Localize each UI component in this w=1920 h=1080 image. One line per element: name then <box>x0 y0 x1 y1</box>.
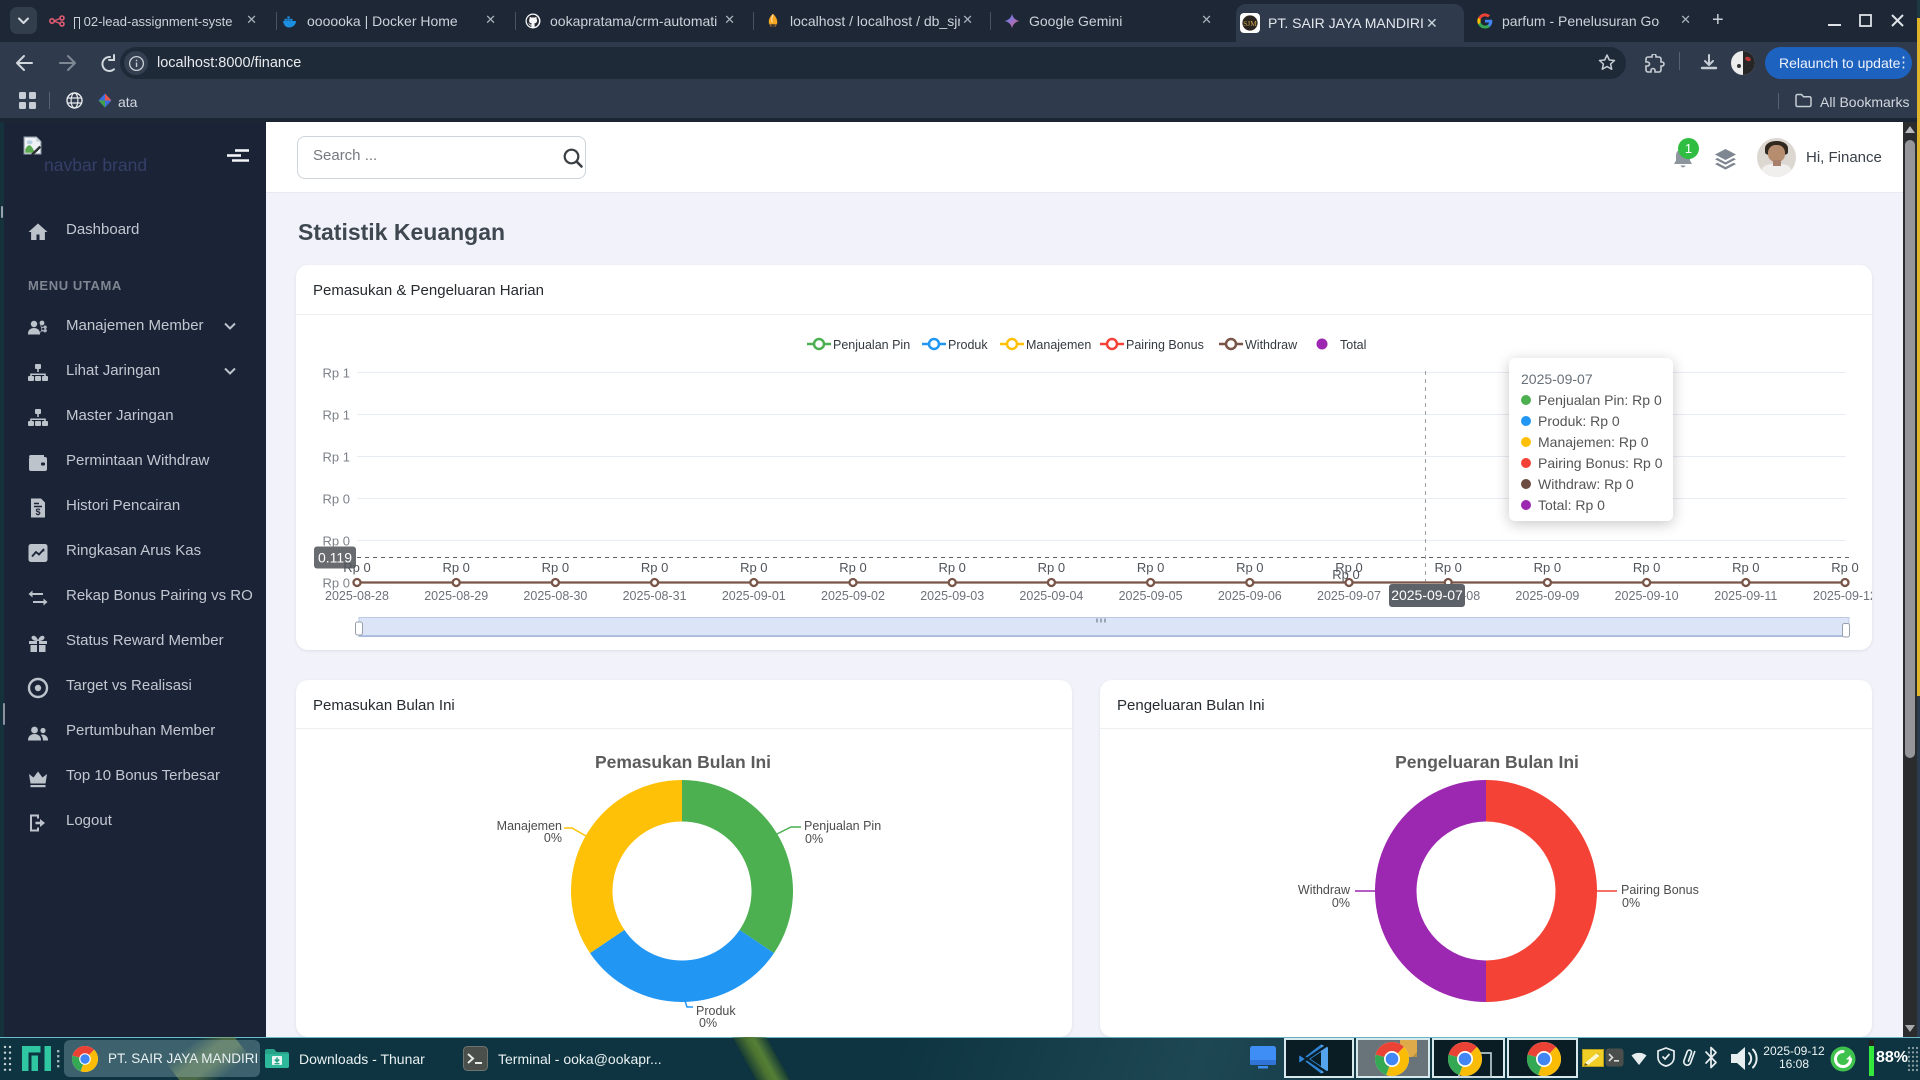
svg-text:Produk: Produk <box>948 338 988 352</box>
svg-text:2025-09-07: 2025-09-07 <box>1391 587 1463 603</box>
svg-text:2025-09-05: 2025-09-05 <box>1119 589 1183 603</box>
svg-text:Manajemen: Manajemen <box>497 819 562 833</box>
svg-text:Manajemen: Manajemen <box>1026 338 1091 352</box>
svg-text:Total: Total <box>1340 338 1366 352</box>
svg-text:Penjualan Pin: Penjualan Pin <box>833 338 910 352</box>
svg-text:Pemasukan Bulan Ini: Pemasukan Bulan Ini <box>595 752 771 772</box>
svg-text:Produk: Produk <box>696 1004 736 1018</box>
svg-text:2025-09-03: 2025-09-03 <box>920 589 984 603</box>
svg-text:Rp 0: Rp 0 <box>1236 560 1263 575</box>
svg-text:0%: 0% <box>805 832 823 846</box>
svg-text:2025-08-29: 2025-08-29 <box>424 589 488 603</box>
svg-text:Rp 1: Rp 1 <box>323 366 350 381</box>
svg-text:Penjualan Pin: Penjualan Pin <box>804 819 881 833</box>
svg-text:Pairing Bonus: Pairing Bonus <box>1621 883 1699 897</box>
svg-text:0%: 0% <box>1622 896 1640 910</box>
svg-text:2025-08-30: 2025-08-30 <box>523 589 587 603</box>
svg-text:2025-09-02: 2025-09-02 <box>821 589 885 603</box>
svg-text:2025-09-06: 2025-09-06 <box>1218 589 1282 603</box>
svg-text:Rp 0: Rp 0 <box>323 492 350 507</box>
svg-text:Rp 0: Rp 0 <box>542 560 569 575</box>
svg-text:Rp 0: Rp 0 <box>1831 560 1858 575</box>
svg-text:0%: 0% <box>699 1016 717 1030</box>
svg-text:Rp 0: Rp 0 <box>740 560 767 575</box>
svg-text:Rp 0: Rp 0 <box>1332 567 1359 582</box>
svg-text:Withdraw: Withdraw <box>1298 883 1351 897</box>
svg-text:Rp 0: Rp 0 <box>1534 560 1561 575</box>
svg-text:2025-09-01: 2025-09-01 <box>722 589 786 603</box>
svg-text:Rp 0: Rp 0 <box>839 560 866 575</box>
svg-text:Rp 0: Rp 0 <box>323 534 350 549</box>
svg-text:Rp 0: Rp 0 <box>323 576 350 591</box>
svg-text:Rp 0: Rp 0 <box>442 560 469 575</box>
svg-text:Rp 0: Rp 0 <box>1335 560 1362 575</box>
svg-text:Rp 0: Rp 0 <box>343 560 370 575</box>
svg-text:2025-09-10: 2025-09-10 <box>1615 589 1679 603</box>
svg-text:2025-08-28: 2025-08-28 <box>325 589 389 603</box>
svg-text:0%: 0% <box>1332 896 1350 910</box>
svg-text:2025-08-31: 2025-08-31 <box>623 589 687 603</box>
svg-text:Rp 0: Rp 0 <box>1434 560 1461 575</box>
svg-text:Rp 0: Rp 0 <box>1633 560 1660 575</box>
svg-text:2025-09-09: 2025-09-09 <box>1515 589 1579 603</box>
svg-text:0.119: 0.119 <box>318 550 352 566</box>
svg-text:Rp 0: Rp 0 <box>1732 560 1759 575</box>
svg-text:2025-09-04: 2025-09-04 <box>1019 589 1083 603</box>
svg-text:Rp 0: Rp 0 <box>641 560 668 575</box>
svg-text:Pairing Bonus: Pairing Bonus <box>1126 338 1204 352</box>
svg-text:2025-09-07: 2025-09-07 <box>1317 589 1381 603</box>
svg-text:$: $ <box>35 507 40 517</box>
svg-text:Withdraw: Withdraw <box>1245 338 1298 352</box>
svg-text:Rp 0: Rp 0 <box>1038 560 1065 575</box>
svg-text:0%: 0% <box>544 831 562 845</box>
svg-text:Pengeluaran Bulan Ini: Pengeluaran Bulan Ini <box>1395 752 1579 772</box>
svg-text:SJM: SJM <box>1243 19 1257 28</box>
svg-text:Rp 1: Rp 1 <box>323 450 350 465</box>
svg-text:Rp 0: Rp 0 <box>938 560 965 575</box>
svg-text:2025-09-11: 2025-09-11 <box>1714 589 1777 603</box>
svg-text:2025-09-12: 2025-09-12 <box>1813 589 1872 603</box>
svg-text:Rp 0: Rp 0 <box>1137 560 1164 575</box>
svg-text:Rp 1: Rp 1 <box>323 408 350 423</box>
